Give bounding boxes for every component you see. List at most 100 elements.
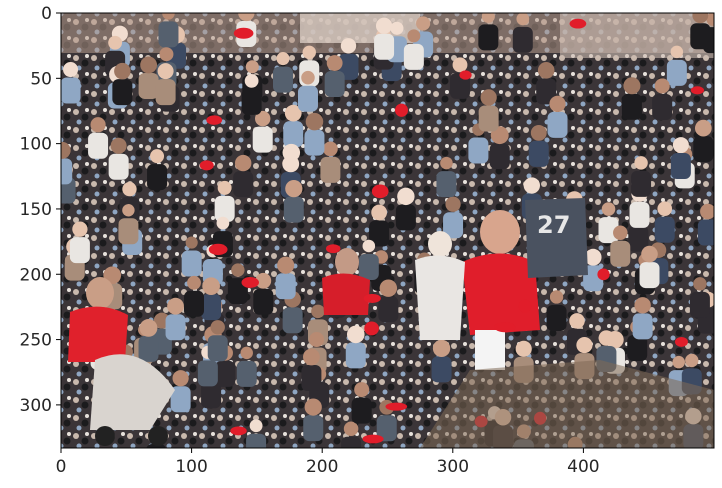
crowd-head <box>445 196 461 212</box>
crowd-head <box>516 13 530 26</box>
crowd-body <box>652 93 673 120</box>
crowd-head <box>285 180 303 198</box>
red-cap <box>362 434 384 444</box>
crowd-head <box>549 290 564 304</box>
crowd-body <box>403 43 424 70</box>
crowd-head <box>452 57 468 73</box>
crowd-head <box>122 204 135 217</box>
stroller <box>90 354 175 446</box>
crowd-head <box>362 239 376 253</box>
crowd-body <box>376 415 397 442</box>
crowd-body <box>547 111 568 138</box>
x-tick-label: 0 <box>56 457 67 477</box>
crowd-head <box>235 154 252 172</box>
crowd-body <box>272 66 293 93</box>
crowd-head <box>634 156 648 170</box>
crowd-head <box>217 180 232 195</box>
crowd-body <box>253 288 274 315</box>
crowd-head <box>90 117 106 133</box>
crowd-body <box>303 415 324 442</box>
crowd-body <box>598 217 619 244</box>
crowd-head <box>407 29 421 43</box>
jersey-27: 27 <box>525 198 588 278</box>
crowd-head <box>216 216 230 230</box>
crowd-head <box>340 38 357 54</box>
crowd-head <box>481 13 495 23</box>
crowd-photo: 27 <box>61 13 714 448</box>
y-tick-label: 50 <box>30 69 52 89</box>
axes-frame <box>60 12 715 449</box>
crowd-body <box>528 140 549 167</box>
crowd-head <box>122 181 137 197</box>
crowd-head <box>172 370 189 387</box>
crowd-body <box>108 153 129 180</box>
crowd-body <box>241 88 262 115</box>
crowd-head <box>346 325 365 344</box>
crowd-body <box>301 364 322 391</box>
crowd-head <box>641 245 658 263</box>
red-cap <box>518 299 532 313</box>
red-cap <box>241 276 259 288</box>
crowd-head <box>654 78 670 94</box>
crowd-head <box>569 313 585 329</box>
crowd-body <box>468 137 489 164</box>
x-axis: 0 100 200 300 400 <box>56 448 600 477</box>
x-tick-label: 200 <box>306 457 338 477</box>
crowd-head <box>375 17 393 34</box>
crowd-body <box>147 164 168 191</box>
crowd-body <box>693 136 714 163</box>
crowd-body <box>369 220 390 247</box>
crowd-body <box>246 433 267 448</box>
crowd-head <box>692 13 709 24</box>
crowd-body <box>214 195 235 222</box>
crowd-head <box>601 202 616 216</box>
crowd-body <box>88 132 109 159</box>
y-tick-label: 250 <box>20 331 52 351</box>
crowd-head <box>323 141 338 157</box>
crowd-head <box>72 221 88 237</box>
crowd-head <box>623 77 641 95</box>
red-cap <box>199 160 214 171</box>
red-cap <box>597 268 610 281</box>
crowd-head <box>432 339 451 358</box>
crowd-head <box>515 340 532 357</box>
crowd-head <box>670 45 684 59</box>
crowd-head <box>304 398 322 416</box>
red-shirt-person-left <box>68 277 128 362</box>
red-cap <box>230 426 247 436</box>
crowd-head <box>311 304 325 319</box>
crowd-body <box>341 436 362 448</box>
crowd-body <box>207 335 228 362</box>
crowd-head <box>244 73 259 88</box>
crowd-body <box>69 237 90 264</box>
crowd-head <box>343 421 359 436</box>
crowd-head <box>672 355 685 369</box>
crowd-body <box>282 307 303 334</box>
crowd-head <box>140 56 158 74</box>
crowd-head <box>302 45 316 60</box>
crowd-body <box>201 382 222 409</box>
crowd-head <box>700 203 714 220</box>
crowd-head <box>584 248 602 266</box>
crowd-head <box>309 332 325 348</box>
crowd-body <box>236 360 257 387</box>
crowd-body <box>138 72 159 99</box>
crowd-body <box>629 201 650 228</box>
crowd-body <box>297 85 318 112</box>
crowd-body <box>546 304 567 331</box>
red-shirt-person-center <box>462 210 540 370</box>
crowd-body <box>170 386 191 413</box>
crowd-body <box>443 212 464 239</box>
crowd-head <box>139 319 158 337</box>
crowd-head <box>634 297 651 314</box>
crowd-head <box>167 297 184 315</box>
crowd-head <box>150 149 165 164</box>
crowd-body <box>478 105 499 132</box>
crowd-body <box>112 79 133 106</box>
crowd-head <box>706 13 714 26</box>
red-cap <box>459 70 472 80</box>
crowd-head <box>693 277 707 291</box>
crowd-head <box>390 21 404 35</box>
crowd-head <box>480 89 497 106</box>
crowd-head <box>110 137 127 154</box>
